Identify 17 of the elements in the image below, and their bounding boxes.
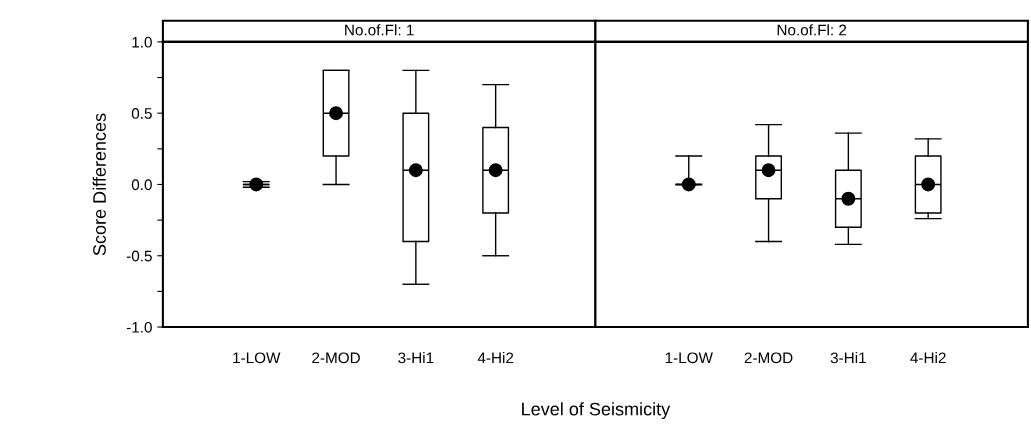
x-tick-label: 3-Hi1 [398, 352, 434, 364]
chart-title: No.of.Fl: 1 [345, 24, 414, 36]
y-tick-label: 0.5 [131, 108, 152, 119]
y-axis-title: Score Differences [92, 113, 106, 256]
y-tick-label: -1.0 [126, 321, 152, 333]
x-tick-label: 4-Hi2 [477, 352, 514, 364]
y-tick-label: 0.0 [131, 179, 152, 191]
x-tick-label: 1-LOW [233, 352, 281, 364]
x-tick-label: 1-LOW [665, 352, 713, 364]
x-axis-title: Level of Seismicity [522, 402, 671, 420]
y-tick-label: -0.5 [126, 250, 152, 262]
x-tick-label: 4-Hi2 [910, 352, 946, 364]
x-tick-label: 3-Hi1 [830, 352, 866, 364]
y-tick-label: 1.0 [132, 36, 152, 48]
x-tick-label: 2-MOD [744, 352, 793, 364]
chart-title: No.of.Fl: 2 [777, 24, 847, 36]
x-tick-label: 2-MOD [312, 352, 360, 364]
